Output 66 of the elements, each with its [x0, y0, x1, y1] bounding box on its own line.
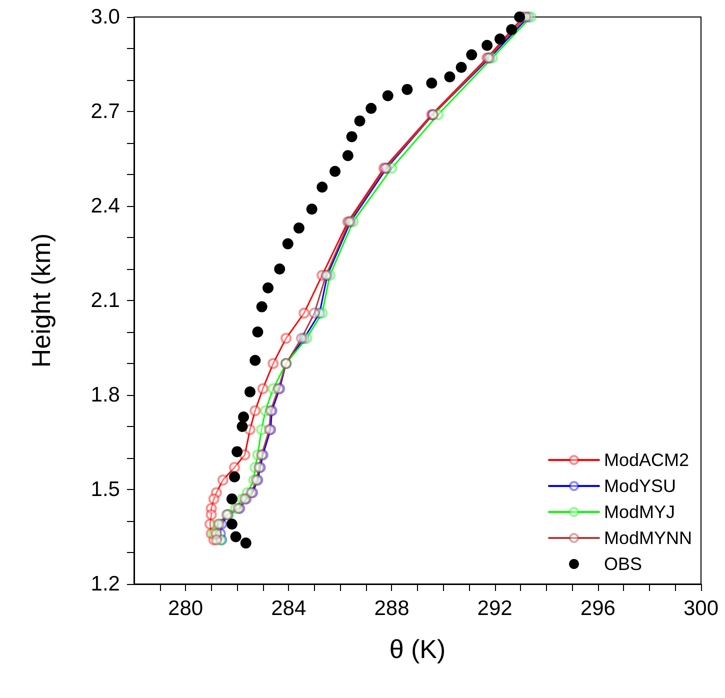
point [282, 238, 294, 250]
point [330, 166, 341, 177]
point [250, 354, 261, 366]
point [506, 24, 518, 36]
legend-label: OBS [604, 554, 642, 574]
legend-label: ModYSU [604, 476, 676, 496]
point [236, 421, 248, 432]
point [306, 204, 318, 215]
point [252, 326, 264, 338]
point [226, 493, 238, 504]
legend-label: ModMYNN [604, 528, 692, 548]
y-tick-label: 2.1 [90, 289, 120, 312]
x-tick-label: 280 [168, 597, 204, 620]
point [346, 131, 358, 142]
point [444, 71, 456, 82]
point [210, 534, 222, 546]
point [238, 412, 250, 423]
legend-label: ModACM2 [604, 450, 690, 470]
y-tick-label: 2.4 [90, 194, 120, 218]
point [206, 509, 217, 520]
y-axis-title: Height (km) [26, 233, 56, 368]
point [316, 182, 328, 193]
point [466, 49, 478, 60]
point [482, 40, 493, 51]
point [262, 282, 274, 294]
point [296, 332, 308, 344]
point [456, 62, 467, 73]
y-tick-label: 1.2 [90, 572, 120, 596]
point [226, 518, 238, 530]
point [244, 386, 256, 398]
point [382, 90, 394, 102]
point [229, 462, 240, 473]
y-tick-label: 2.7 [90, 100, 120, 123]
point [229, 471, 240, 482]
point [217, 474, 228, 486]
point [298, 308, 310, 319]
point [230, 531, 242, 542]
point [426, 78, 438, 89]
x-tick-label: 296 [580, 597, 616, 620]
x-tick-label: 284 [271, 597, 306, 620]
y-tick-label: 3.0 [90, 6, 120, 28]
point [293, 222, 304, 234]
point [208, 493, 220, 504]
x-tick-label: 288 [374, 597, 410, 620]
y-tick-label: 1.5 [90, 478, 120, 501]
point [494, 34, 506, 45]
point [366, 102, 377, 114]
point [232, 446, 243, 458]
x-axis-title: θ (K) [389, 634, 446, 664]
point [268, 358, 279, 369]
y-tick-label: 1.8 [90, 384, 120, 406]
point [354, 115, 366, 126]
point [257, 383, 268, 394]
point [256, 301, 268, 312]
point [342, 150, 354, 162]
point [402, 84, 413, 95]
point [274, 264, 286, 274]
legend-label: ModMYJ [604, 502, 675, 522]
point [308, 308, 320, 319]
x-tick-label: 300 [683, 597, 719, 620]
point [240, 538, 252, 549]
point [280, 332, 292, 344]
point [250, 405, 261, 416]
point [514, 12, 526, 22]
x-tick-label: 292 [477, 597, 512, 620]
point [244, 424, 256, 436]
